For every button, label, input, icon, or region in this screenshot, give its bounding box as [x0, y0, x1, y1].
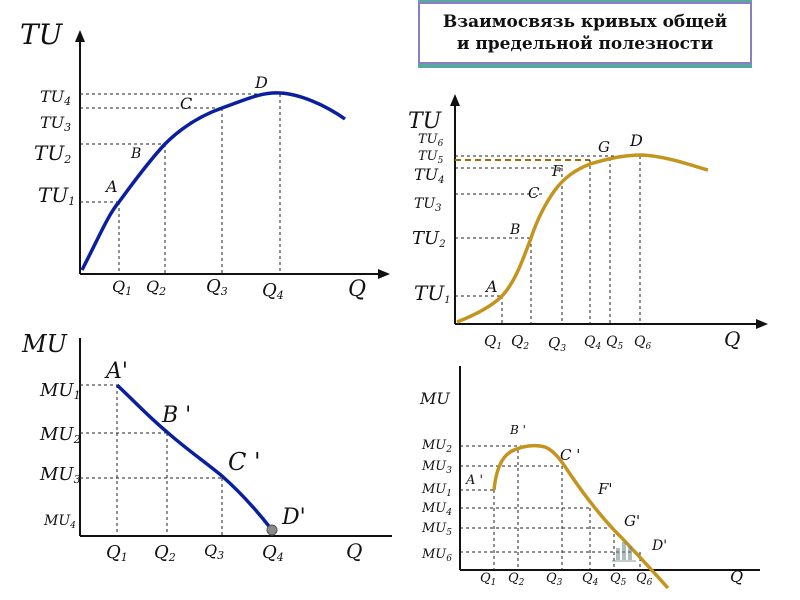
panel3-x-tick-q3: Q3	[548, 334, 566, 354]
panel3-point-g: G	[598, 138, 610, 156]
panel1-x-arrow	[378, 269, 390, 279]
panel3-y-arrow	[450, 94, 460, 106]
panel2-y-tick-mu1: MU1	[39, 380, 81, 402]
panel3-point-f: F	[551, 162, 563, 180]
panel2-mu-chart: MU Q MU1 MU2 MU3 MU4 Q1 Q2 Q3 Q4 A' B ' …	[21, 330, 392, 564]
panel4-background	[400, 360, 800, 600]
panel3-y-axis-label: TU	[408, 109, 443, 134]
panel3-x-tick-q2: Q2	[511, 332, 529, 352]
panel4-y-tick-mu4: MU4	[421, 501, 452, 518]
panel3-x-tick-q4: Q4	[584, 334, 601, 352]
panel1-x-tick-q1: Q1	[112, 277, 132, 298]
panel1-y-tick-tu4: TU4	[40, 87, 71, 108]
panel4-point-c: C '	[560, 446, 580, 464]
panel3-x-tick-q5: Q5	[606, 334, 623, 352]
panel3-y-tick-tu3: TU3	[414, 196, 442, 214]
panel1-x-axis-label: Q	[348, 277, 366, 302]
panel1-x-tick-q4: Q4	[262, 280, 284, 302]
panel3-x-tick-q1: Q1	[484, 332, 502, 352]
panel2-point-c: C '	[228, 448, 261, 476]
panel2-x-tick-q4: Q4	[262, 542, 284, 564]
panel1-point-a: A	[104, 177, 118, 196]
panel1-point-c: C	[180, 94, 192, 113]
panel4-mu-chart: MU Q MU2 MU3 MU1 MU4 MU5 MU6 Q1 Q2 Q3 Q4	[419, 366, 760, 590]
panel3-background	[400, 68, 800, 350]
panel3-point-a: A	[484, 277, 498, 296]
title-line-2: и предельной полезности	[456, 34, 714, 54]
panel3-point-b: B	[509, 222, 520, 238]
panel4-x-tick-q3: Q3	[546, 571, 563, 588]
panel3-y-tick-tu6: TU6	[418, 132, 444, 149]
panel4-x-tick-q6: Q6	[636, 571, 653, 588]
panel3-y-tick-tu2: TU2	[412, 228, 446, 250]
title-line-1: Взаимосвязь кривых общей	[442, 12, 728, 32]
panel3-x-arrow	[756, 319, 768, 329]
panel2-point-b: B '	[161, 403, 191, 428]
panel2-mu-curve	[115, 383, 274, 532]
panel2-background	[0, 300, 400, 600]
panel2-y-tick-mu3: MU3	[39, 464, 81, 486]
panel4-point-f: F'	[597, 480, 613, 498]
panel2-y-tick-mu2: MU2	[39, 424, 81, 446]
panel3-tu-curve	[456, 153, 709, 324]
title-box: Взаимосвязь кривых общей и предельной по…	[418, 2, 752, 64]
panel4-y-tick-mu2: MU2	[421, 438, 452, 455]
panel1-y-tick-tu2: TU2	[34, 141, 71, 166]
panel4-point-d: D'	[651, 538, 667, 554]
panel3-y-tick-tu1: TU1	[414, 281, 451, 306]
panel1-background	[0, 0, 400, 300]
panel2-x-tick-q1: Q1	[106, 542, 128, 564]
panel4-y-tick-mu1: MU1	[421, 482, 452, 499]
panel3-x-axis-label: Q	[724, 327, 740, 351]
panel1-y-arrow	[75, 30, 85, 42]
panel4-x-tick-q5: Q5	[610, 571, 627, 588]
panel1-tu-curve	[80, 91, 347, 271]
chart-watermark-icon	[612, 542, 636, 562]
panel3-point-d: D	[629, 131, 643, 150]
panel2-x-tick-q3: Q3	[204, 541, 224, 562]
panel3-x-tick-q6: Q6	[634, 334, 651, 352]
panel3-y-tick-tu5: TU5	[418, 149, 444, 166]
panel4-y-tick-mu3: MU3	[421, 459, 452, 476]
panel4-y-tick-mu5: MU5	[421, 521, 452, 538]
panel4-y-tick-mu6: MU6	[421, 547, 452, 564]
panel4-y-axis-label: MU	[419, 389, 450, 408]
panel2-point-d-marker	[266, 524, 278, 536]
panel4-x-tick-q2: Q2	[508, 571, 525, 588]
panel4-point-a: A '	[465, 473, 483, 488]
panel1-tu-chart: TU Q TU4 TU3 TU2 TU1 Q1 Q2 Q3 Q4 A B C D	[20, 18, 390, 302]
panel1-y-tick-tu1: TU1	[38, 183, 75, 208]
panel1-point-b: B	[130, 146, 141, 162]
panel2-point-d: D'	[281, 505, 306, 530]
panel2-y-axis-label: MU	[21, 330, 68, 358]
panel4-x-tick-q4: Q4	[582, 571, 599, 588]
panel1-y-axis-label: TU	[20, 18, 64, 51]
panel4-x-axis-label: Q	[730, 567, 743, 586]
panel4-mu-curve	[492, 443, 670, 590]
panel1-y-tick-tu3: TU3	[40, 113, 71, 134]
panel1-x-tick-q2: Q2	[146, 277, 166, 298]
panel2-y-tick-mu4: MU4	[43, 513, 76, 531]
panel2-point-a: A'	[104, 359, 128, 384]
panel4-point-g: G'	[624, 512, 640, 530]
panel3-tu-chart: TU Q TU6 TU5 TU4 TU3 TU2 TU1 Q1 Q2 Q3 Q4	[408, 94, 768, 354]
panel1-point-d: D	[254, 73, 268, 92]
panel3-point-c: C	[528, 184, 540, 202]
panel2-x-axis-label: Q	[346, 539, 362, 563]
panel4-point-b: B '	[509, 423, 526, 437]
panel1-x-tick-q3: Q3	[206, 276, 228, 298]
panel2-x-tick-q2: Q2	[154, 542, 176, 564]
panel3-y-tick-tu4: TU4	[414, 165, 445, 186]
panel4-x-tick-q1: Q1	[480, 571, 496, 588]
